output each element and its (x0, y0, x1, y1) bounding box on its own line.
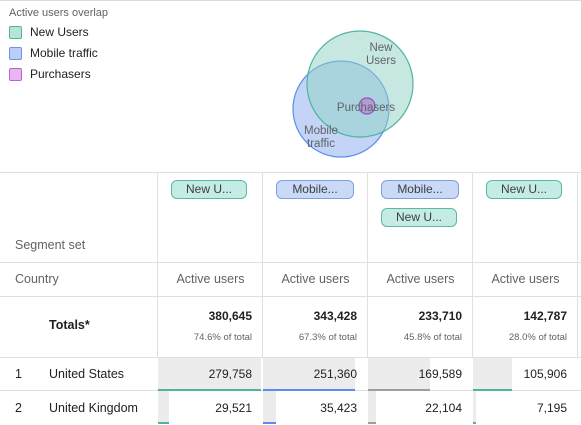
dimension-header-country[interactable]: Country (15, 272, 59, 286)
total-value: 233,710 (418, 309, 462, 323)
cell-value: 251,360 (313, 367, 357, 381)
bar-underline (473, 422, 476, 424)
venn-label-purchasers: Purchasers (337, 102, 395, 114)
bar-underline (158, 422, 169, 424)
data-bar (368, 358, 430, 391)
cell-value: 279,758 (208, 367, 252, 381)
legend-swatch-mobile-traffic (9, 46, 22, 60)
legend-swatch-purchasers (9, 67, 22, 81)
data-bar (368, 391, 376, 424)
table-top-divider (0, 172, 581, 173)
metric-header-active-users[interactable]: Active users (281, 272, 350, 286)
cell-value: 105,906 (523, 367, 567, 381)
total-value: 142,787 (523, 309, 567, 323)
venn-label-new-users-line1: New (369, 42, 393, 54)
total-value: 343,428 (313, 309, 357, 323)
segment-chip-new-users[interactable]: New U... (486, 180, 562, 199)
cell-value: 22,104 (425, 401, 462, 415)
metric-header-active-users[interactable]: Active users (386, 272, 455, 286)
column-divider (262, 172, 263, 357)
totals-divider (0, 357, 581, 358)
data-bar (263, 391, 276, 424)
bar-underline (473, 389, 512, 391)
row-rank: 2 (15, 401, 22, 415)
legend-item-mobile-traffic[interactable]: Mobile traffic (9, 45, 98, 61)
data-bar (263, 358, 355, 391)
totals-label: Totals* (49, 318, 90, 332)
total-value: 380,645 (208, 309, 252, 323)
top-divider (0, 0, 581, 1)
metric-header-active-users[interactable]: Active users (176, 272, 245, 286)
purchasers-circle[interactable] (358, 97, 376, 115)
legend-item-purchasers[interactable]: Purchasers (9, 66, 91, 82)
segment-set-label: Segment set (15, 238, 86, 252)
metric-header-active-users[interactable]: Active users (491, 272, 560, 286)
total-percent: 74.6% of total (193, 332, 252, 343)
venn-label-new-users-line2: Users (366, 55, 396, 67)
column-divider (367, 172, 368, 357)
data-bar (158, 391, 169, 424)
column-divider (472, 172, 473, 357)
total-percent: 67.3% of total (298, 332, 357, 343)
bar-underline (263, 422, 276, 424)
row-country[interactable]: United States (49, 367, 125, 381)
legend-title: Active users overlap (9, 7, 109, 19)
bar-underline (368, 422, 376, 424)
bar-underline (158, 389, 261, 391)
segment-chip-mobile-traffic[interactable]: Mobile... (276, 180, 354, 199)
header-divider (0, 262, 581, 263)
total-percent: 28.0% of total (508, 332, 567, 343)
column-divider (157, 172, 158, 357)
venn-label-mobile-line1: Mobile (304, 125, 338, 137)
segment-chip-new-users[interactable]: New U... (171, 180, 247, 199)
cell-value: 7,195 (536, 401, 567, 415)
cell-value: 169,589 (418, 367, 462, 381)
bar-underline (263, 389, 355, 391)
metric-divider (0, 296, 581, 297)
segment-chip-new-users[interactable]: New U... (381, 208, 457, 227)
venn-label-mobile-line2: traffic (307, 138, 335, 150)
row-rank: 1 (15, 367, 22, 381)
data-bar (473, 391, 476, 424)
total-percent: 45.8% of total (403, 332, 462, 343)
row-country[interactable]: United Kingdom (49, 401, 138, 415)
legend-label: New Users (30, 25, 89, 39)
column-divider (577, 172, 578, 357)
cell-value: 35,423 (320, 401, 357, 415)
cell-value: 29,521 (215, 401, 252, 415)
new-users-circle[interactable] (306, 30, 414, 138)
segment-chip-mobile-traffic[interactable]: Mobile... (381, 180, 459, 199)
bar-underline (368, 389, 430, 391)
legend-swatch-new-users (9, 25, 22, 39)
data-bar (158, 358, 261, 391)
data-bar (473, 358, 512, 391)
legend-label: Mobile traffic (30, 46, 98, 60)
legend-label: Purchasers (30, 67, 91, 81)
venn-diagram: New Users Purchasers Mobile traffic (292, 30, 414, 158)
legend-item-new-users[interactable]: New Users (9, 24, 89, 40)
